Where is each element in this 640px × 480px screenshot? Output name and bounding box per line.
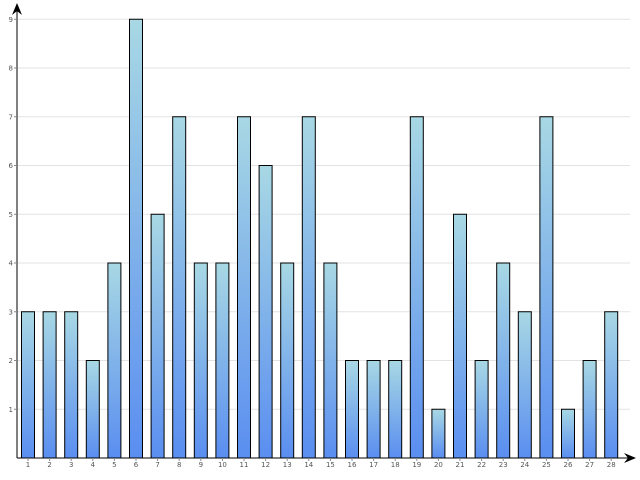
- y-tick-labels: 1 2 3 4 5 6 7 8 9: [9, 16, 17, 414]
- x-tick-label: 23: [499, 461, 508, 469]
- y-tick-label: 4: [9, 260, 14, 268]
- bar: [517, 311, 532, 459]
- bar: [301, 116, 316, 459]
- x-tick-label: 28: [607, 461, 616, 469]
- y-tick-label: 6: [9, 162, 14, 170]
- x-tick-label: 7: [155, 461, 159, 469]
- bar: [129, 18, 143, 459]
- x-tick-label: 25: [542, 461, 551, 469]
- x-tick-label: 22: [477, 461, 486, 469]
- x-tick-label: 3: [69, 461, 73, 469]
- y-tick-label: 9: [9, 16, 13, 24]
- axes: [12, 3, 636, 463]
- y-tick-label: 3: [9, 308, 13, 316]
- bar: [431, 408, 446, 459]
- y-tick-label: 7: [9, 113, 13, 121]
- x-tick-label: 16: [348, 461, 357, 469]
- x-tick-label: 20: [434, 461, 443, 469]
- bar: [561, 408, 575, 459]
- x-tick-label: 4: [91, 461, 96, 469]
- bar: [604, 311, 619, 459]
- bar: [323, 262, 338, 459]
- x-tick-label: 13: [283, 461, 292, 469]
- bar: [388, 360, 403, 459]
- x-tick-label: 11: [240, 461, 249, 469]
- bar: [150, 213, 165, 459]
- x-tick-label: 12: [261, 461, 270, 469]
- bar: [85, 360, 100, 459]
- x-tick-label: 1: [26, 461, 30, 469]
- bar: [366, 360, 381, 459]
- y-tick-label: 2: [9, 357, 13, 365]
- x-tick-label: 5: [112, 461, 116, 469]
- bar: [474, 360, 489, 459]
- bar: [453, 213, 467, 459]
- y-tick-label: 8: [9, 65, 13, 73]
- bar: [496, 262, 511, 459]
- bar: [64, 311, 79, 459]
- x-tick-label: 18: [391, 461, 400, 469]
- bar: [582, 360, 597, 459]
- y-tick-label: 5: [9, 211, 13, 219]
- bar: [539, 116, 554, 459]
- bar: [237, 116, 251, 459]
- bar: [42, 311, 57, 459]
- x-tick-label: 6: [134, 461, 139, 469]
- x-axis-arrow-icon: [624, 453, 636, 463]
- x-tick-label: 15: [326, 461, 335, 469]
- x-tick-label: 17: [369, 461, 378, 469]
- bar: [258, 165, 273, 459]
- x-tick-label: 21: [456, 461, 465, 469]
- bar: [409, 116, 424, 459]
- bar: [21, 311, 35, 459]
- bars: [21, 18, 619, 459]
- x-tick-label: 19: [412, 461, 421, 469]
- x-tick-label: 8: [177, 461, 181, 469]
- x-tick-label: 24: [520, 461, 529, 469]
- x-tick-labels: 1 2 3 4 5 6 7 8 9 10 11 12 13 14 15 16 17 18 19 20 21 22 23 24 2…: [26, 458, 616, 469]
- y-tick-label: 1: [9, 406, 13, 414]
- x-tick-label: 10: [218, 461, 227, 469]
- x-tick-label: 26: [564, 461, 573, 469]
- x-tick-label: 27: [585, 461, 594, 469]
- x-tick-label: 14: [304, 461, 313, 469]
- y-axis-arrow-icon: [12, 3, 22, 15]
- bar: [172, 116, 187, 459]
- bar: [193, 262, 208, 459]
- bar: [280, 262, 295, 459]
- bar: [345, 360, 359, 459]
- bar: [215, 262, 230, 459]
- x-tick-label: 9: [199, 461, 203, 469]
- bar: [107, 262, 122, 459]
- x-tick-label: 2: [47, 461, 51, 469]
